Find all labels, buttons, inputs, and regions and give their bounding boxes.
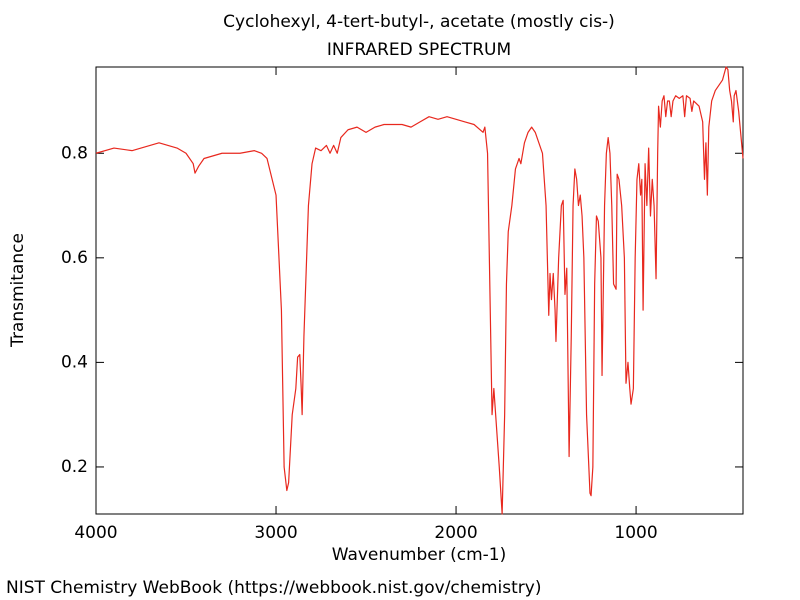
x-tick-label: 4000 <box>74 523 117 543</box>
chart-title: Cyclohexyl, 4-tert-butyl-, acetate (most… <box>223 12 615 32</box>
x-axis-label: Wavenumber (cm-1) <box>332 545 507 565</box>
y-tick-label: 0.6 <box>61 248 88 268</box>
spectrum-line <box>95 66 744 515</box>
y-tick-label: 0.4 <box>61 352 88 372</box>
y-axis-label: Transmitance <box>8 233 28 348</box>
x-tick-label: 2000 <box>434 523 477 543</box>
x-tick-label: 3000 <box>254 523 297 543</box>
footer: NIST Chemistry WebBook (https://webbook.… <box>6 578 541 598</box>
chart-subtitle: INFRARED SPECTRUM <box>327 40 511 60</box>
y-tick-label: 0.2 <box>61 457 88 477</box>
plot-frame <box>95 66 744 515</box>
y-tick-label: 0.8 <box>61 143 88 163</box>
x-tick-label: 1000 <box>614 523 657 543</box>
